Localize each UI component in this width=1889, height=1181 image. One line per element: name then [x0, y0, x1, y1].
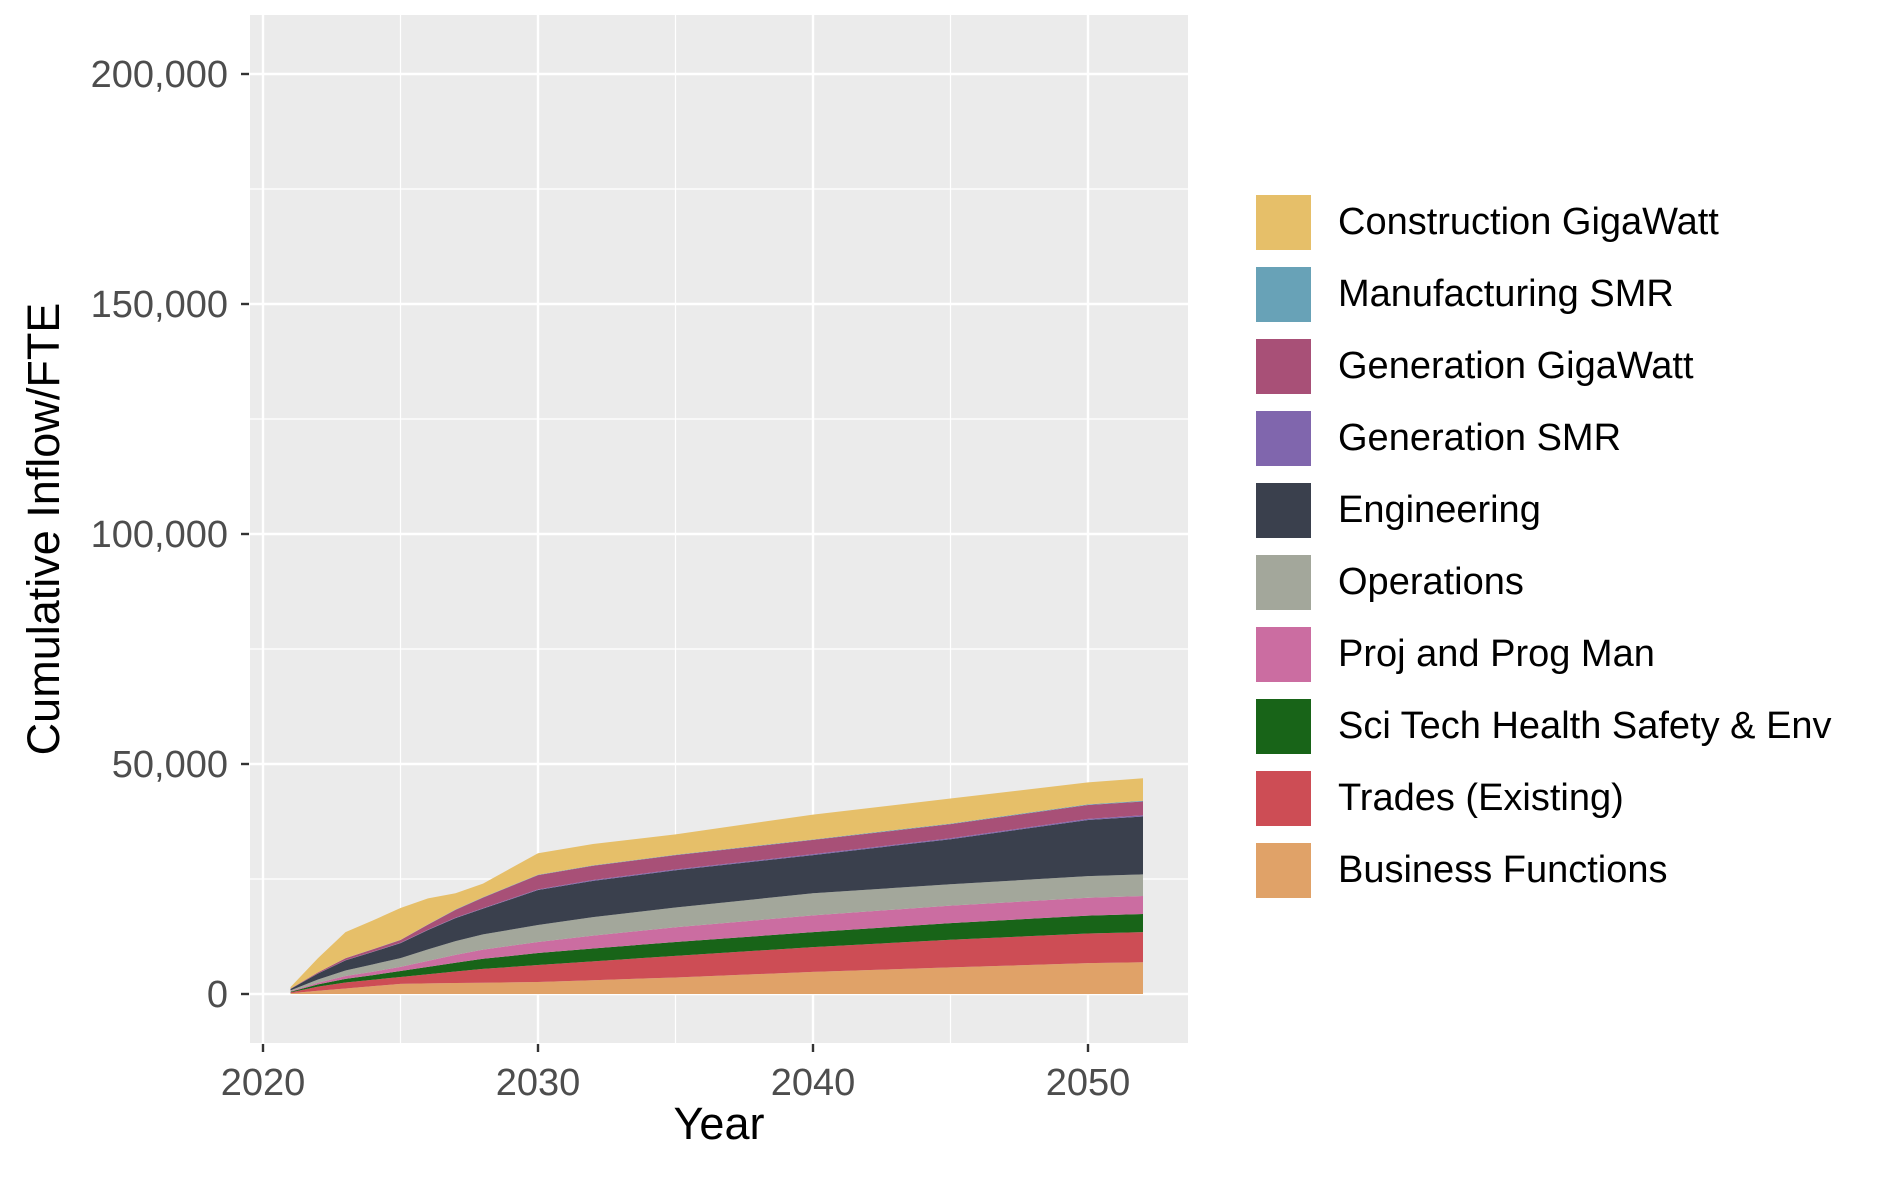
area-business-functions	[290, 962, 1143, 994]
legend-label-business-functions: Business Functions	[1338, 849, 1668, 891]
legend-item-generation-gigawatt: Generation GigaWatt	[1256, 339, 1832, 394]
legend-label-engineering: Engineering	[1338, 489, 1541, 531]
y-tick-label: 0	[207, 974, 228, 1016]
y-tick-label: 50,000	[112, 744, 228, 786]
legend-swatch-generation-smr	[1256, 411, 1311, 466]
x-tick-label: 2050	[1046, 1062, 1131, 1104]
legend-swatch-operations	[1256, 555, 1311, 610]
legend-label-manufacturing-smr: Manufacturing SMR	[1338, 273, 1674, 315]
x-tick-label: 2030	[496, 1062, 581, 1104]
x-tick-label: 2020	[221, 1062, 306, 1104]
y-tick-label: 150,000	[91, 284, 228, 326]
legend-item-generation-smr: Generation SMR	[1256, 411, 1832, 466]
area-operations	[290, 874, 1143, 992]
y-axis-title: Cumulative Inflow/FTE	[18, 302, 69, 756]
legend-swatch-sci-tech-health-safety-env	[1256, 699, 1311, 754]
legend-swatch-trades-existing	[1256, 771, 1311, 826]
area-trades-existing	[290, 932, 1143, 994]
legend-swatch-business-functions	[1256, 843, 1311, 898]
legend-item-trades-existing: Trades (Existing)	[1256, 771, 1832, 826]
legend: Construction GigaWatt Manufacturing SMR Ge…	[1256, 195, 1832, 915]
legend-label-proj-and-prog-man: Proj and Prog Man	[1338, 633, 1655, 675]
x-tick-label: 2040	[771, 1062, 856, 1104]
legend-label-generation-gigawatt: Generation GigaWatt	[1338, 345, 1694, 387]
legend-swatch-proj-and-prog-man	[1256, 627, 1311, 682]
legend-label-operations: Operations	[1338, 561, 1524, 603]
legend-item-proj-and-prog-man: Proj and Prog Man	[1256, 627, 1832, 682]
legend-item-engineering: Engineering	[1256, 483, 1832, 538]
legend-swatch-manufacturing-smr	[1256, 267, 1311, 322]
legend-label-sci-tech-health-safety-env: Sci Tech Health Safety & Env	[1338, 705, 1832, 747]
y-tick-label: 100,000	[91, 514, 228, 556]
y-tick-label: 200,000	[91, 54, 228, 96]
area-proj-and-prog-man	[290, 896, 1143, 992]
area-sci-tech-health-safety-env	[290, 913, 1143, 993]
legend-swatch-construction-gigawatt	[1256, 195, 1311, 250]
x-axis-title: Year	[673, 1098, 765, 1149]
area-generation-gigawatt	[290, 801, 1143, 989]
legend-item-sci-tech-health-safety-env: Sci Tech Health Safety & Env	[1256, 699, 1832, 754]
legend-label-generation-smr: Generation SMR	[1338, 417, 1622, 459]
legend-item-manufacturing-smr: Manufacturing SMR	[1256, 267, 1832, 322]
legend-swatch-engineering	[1256, 483, 1311, 538]
legend-label-construction-gigawatt: Construction GigaWatt	[1338, 201, 1719, 243]
legend-item-operations: Operations	[1256, 555, 1832, 610]
legend-item-business-functions: Business Functions	[1256, 843, 1832, 898]
area-construction-gigawatt	[290, 778, 1143, 989]
area-engineering	[290, 816, 1143, 991]
legend-item-construction-gigawatt: Construction GigaWatt	[1256, 195, 1832, 250]
legend-swatch-generation-gigawatt	[1256, 339, 1311, 394]
legend-label-trades-existing: Trades (Existing)	[1338, 777, 1624, 819]
